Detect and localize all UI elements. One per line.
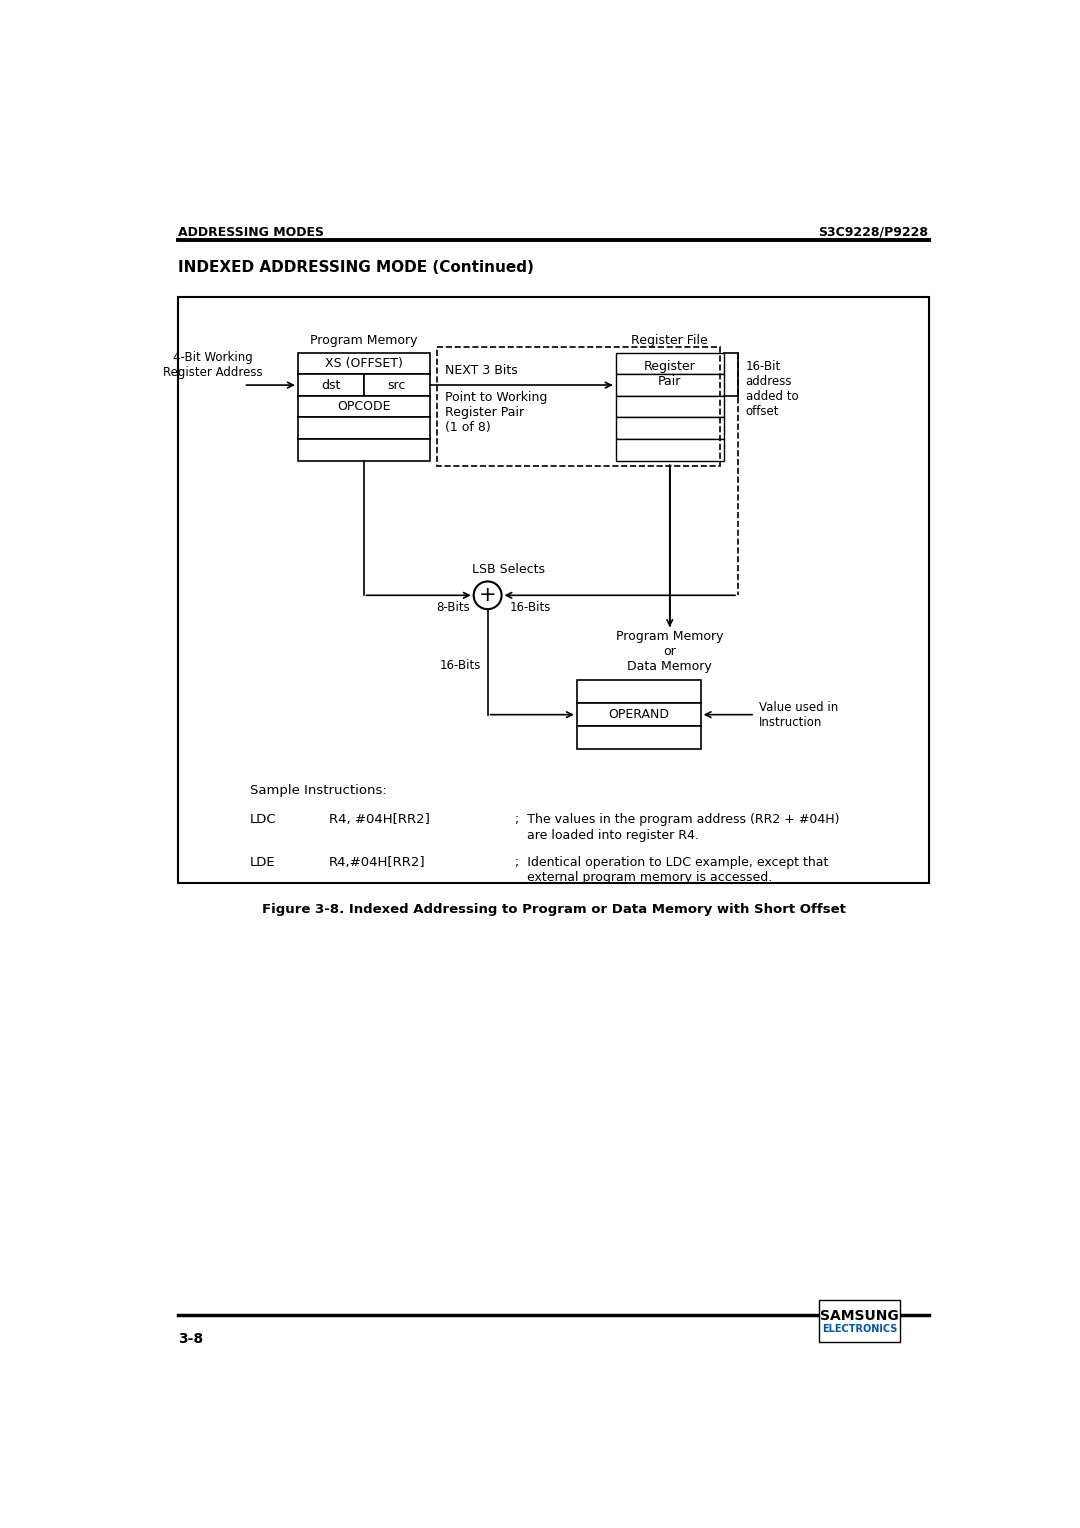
Text: 3-8: 3-8 xyxy=(178,1332,203,1346)
Text: INDEXED ADDRESSING MODE (Continued): INDEXED ADDRESSING MODE (Continued) xyxy=(178,260,535,275)
Bar xyxy=(178,298,929,883)
Bar xyxy=(577,726,701,749)
Text: external program memory is accessed.: external program memory is accessed. xyxy=(515,871,772,885)
Circle shape xyxy=(474,582,501,610)
Bar xyxy=(298,396,430,417)
Text: dst: dst xyxy=(321,379,340,391)
Bar xyxy=(298,374,364,396)
Text: ;  Identical operation to LDC example, except that: ; Identical operation to LDC example, ex… xyxy=(515,856,828,868)
Text: Point to Working
Register Pair
(1 of 8): Point to Working Register Pair (1 of 8) xyxy=(445,391,548,434)
Text: NEXT 3 Bits: NEXT 3 Bits xyxy=(445,364,517,377)
Text: Program Memory: Program Memory xyxy=(310,333,417,347)
Text: Sample Instructions:: Sample Instructions: xyxy=(249,784,387,798)
Bar xyxy=(298,353,430,374)
Text: SAMSUNG: SAMSUNG xyxy=(820,1309,899,1323)
Text: Register File: Register File xyxy=(632,333,708,347)
Text: 16-Bits: 16-Bits xyxy=(510,602,551,614)
Bar xyxy=(616,353,724,374)
Bar xyxy=(616,396,724,417)
Text: Register
Pair: Register Pair xyxy=(644,361,696,388)
Bar xyxy=(819,1300,900,1342)
Text: Value used in
Instruction: Value used in Instruction xyxy=(759,701,838,729)
Text: 16-Bit
address
added to
offset: 16-Bit address added to offset xyxy=(745,361,798,419)
Text: ADDRESSING MODES: ADDRESSING MODES xyxy=(178,226,324,238)
Text: 4-Bit Working
Register Address: 4-Bit Working Register Address xyxy=(163,351,262,379)
Bar xyxy=(437,347,720,466)
Text: 8-Bits: 8-Bits xyxy=(436,602,470,614)
Text: LDE: LDE xyxy=(249,856,275,868)
Text: LSB Selects: LSB Selects xyxy=(472,562,545,576)
Text: src: src xyxy=(388,379,406,391)
Text: OPCODE: OPCODE xyxy=(337,400,390,413)
Bar xyxy=(298,439,430,460)
Text: ELECTRONICS: ELECTRONICS xyxy=(822,1325,897,1334)
Text: OPERAND: OPERAND xyxy=(608,707,670,721)
Text: Program Memory
or
Data Memory: Program Memory or Data Memory xyxy=(616,630,724,672)
Text: R4, #04H[RR2]: R4, #04H[RR2] xyxy=(328,813,430,827)
Text: Figure 3-8. Indexed Addressing to Program or Data Memory with Short Offset: Figure 3-8. Indexed Addressing to Progra… xyxy=(261,903,846,917)
Bar xyxy=(364,374,430,396)
Bar xyxy=(616,417,724,439)
Text: R4,#04H[RR2]: R4,#04H[RR2] xyxy=(328,856,426,868)
Bar xyxy=(298,417,430,439)
Text: are loaded into register R4.: are loaded into register R4. xyxy=(515,828,699,842)
Text: +: + xyxy=(478,585,497,605)
Text: LDC: LDC xyxy=(249,813,276,827)
Bar xyxy=(577,703,701,726)
Bar xyxy=(616,439,724,460)
Bar xyxy=(577,680,701,703)
Text: ;  The values in the program address (RR2 + #04H): ; The values in the program address (RR2… xyxy=(515,813,839,827)
Text: XS (OFFSET): XS (OFFSET) xyxy=(325,358,403,370)
Text: 16-Bits: 16-Bits xyxy=(440,659,482,672)
Text: S3C9228/P9228: S3C9228/P9228 xyxy=(819,226,929,238)
Bar xyxy=(616,374,724,396)
